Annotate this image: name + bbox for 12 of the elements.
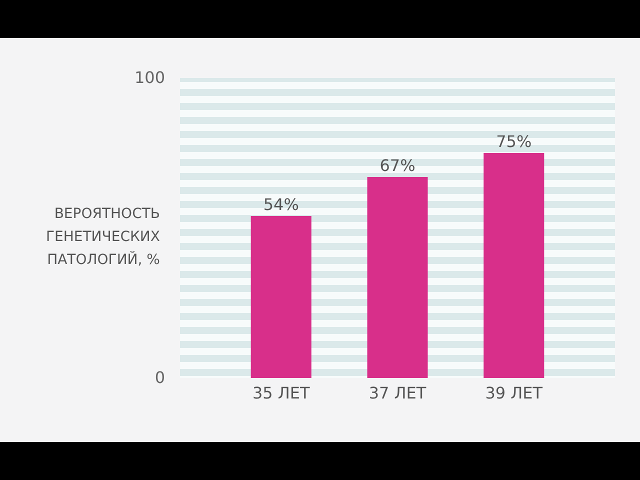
y-tick-label: 100 (134, 68, 165, 88)
data-label: 54% (263, 195, 299, 214)
bar (367, 177, 428, 378)
y-axis-title: ВЕРОЯТНОСТЬ ГЕНЕТИЧЕСКИХ ПАТОЛОГИЙ, % (46, 206, 160, 268)
x-tick-label: 37 ЛЕТ (368, 383, 426, 402)
data-label: 75% (496, 132, 532, 151)
bar (484, 153, 544, 378)
y-tick-label: 0 (154, 368, 165, 388)
x-tick-label: 35 ЛЕТ (252, 383, 310, 402)
data-label: 67% (380, 156, 416, 175)
x-tick-label: 39 ЛЕТ (485, 383, 543, 402)
bar (250, 216, 312, 378)
